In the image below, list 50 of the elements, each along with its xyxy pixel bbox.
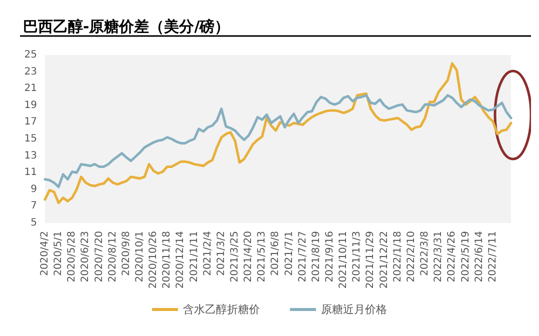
x-tick-label: 2022/7/11 — [487, 231, 498, 282]
y-tick-label: 15 — [24, 134, 37, 144]
x-tick-label: 2021/6/8 — [270, 231, 282, 276]
x-tick-label: 2020/4/2 — [40, 231, 50, 276]
x-tick-label: 2021/8/19 — [310, 231, 322, 282]
x-tick-label: 2021/12/22 — [378, 231, 390, 289]
x-tick-label: 2020/12/14 — [175, 231, 186, 289]
y-tick-label: 25 — [24, 50, 37, 60]
legend-label: 原糖近月价格 — [321, 303, 387, 316]
x-tick-label: 2020/6/23 — [80, 231, 92, 282]
x-tick-label: 2021/11/29 — [365, 231, 376, 289]
line-series — [44, 62, 512, 204]
x-tick-label: 2020/7/20 — [94, 231, 105, 282]
x-tick-label: 2020/10/1 — [134, 231, 146, 282]
x-tick-label: 2021/7/27 — [297, 231, 308, 282]
x-tick-label: 2021/2/4 — [202, 231, 214, 276]
y-tick-label: 13 — [24, 150, 37, 162]
x-tick-label: 2022/2/10 — [406, 231, 417, 282]
x-tick-label: 2020/5/28 — [66, 231, 78, 282]
x-tick-label: 2022/6/14 — [474, 231, 485, 282]
x-tick-label: 2021/7/1 — [284, 231, 295, 276]
y-tick-label: 5 — [30, 218, 37, 228]
x-tick-label: 2021/5/13 — [256, 231, 268, 282]
x-tick-label: 2022/3/31 — [433, 231, 444, 282]
x-tick-label: 2020/8/12 — [107, 231, 118, 282]
y-tick-label: 17 — [24, 116, 37, 128]
x-tick-label: 2021/10/11 — [338, 231, 350, 289]
chart-title: 巴西乙醇-原糖价差（美分/磅） — [23, 18, 230, 36]
y-tick-label: 21 — [24, 83, 37, 94]
x-tick-label: 2021/11/3 — [352, 231, 363, 282]
x-tick-label: 2020/5/1 — [53, 231, 64, 276]
x-tick-label: 2021/3/25 — [230, 231, 241, 282]
x-tick-label: 2022/3/8 — [420, 231, 431, 276]
x-tick-label: 2020/10/26 — [148, 231, 160, 289]
x-tick-label: 2021/1/11 — [188, 231, 200, 282]
line-series — [44, 94, 512, 188]
y-tick-label: 11 — [24, 167, 37, 178]
x-tick-label: 2021/3/2 — [216, 231, 227, 276]
x-tick-label: 2020/11/18 — [162, 231, 173, 289]
y-tick-label: 9 — [30, 184, 37, 195]
x-tick-label: 2022/5/19 — [460, 231, 472, 282]
x-tick-label: 2020/9/8 — [120, 231, 132, 276]
x-tick-label: 2022/1/18 — [392, 231, 404, 282]
x-tick-label: 2022/4/26 — [446, 231, 458, 282]
x-tick-label: 2021/4/20 — [243, 231, 254, 282]
x-tick-label: 2021/9/16 — [324, 231, 336, 282]
y-tick-label: 7 — [30, 200, 37, 212]
y-tick-label: 19 — [24, 100, 37, 111]
y-tick-label: 23 — [24, 66, 37, 78]
legend-label: 含水乙醇折糖价 — [183, 303, 260, 316]
